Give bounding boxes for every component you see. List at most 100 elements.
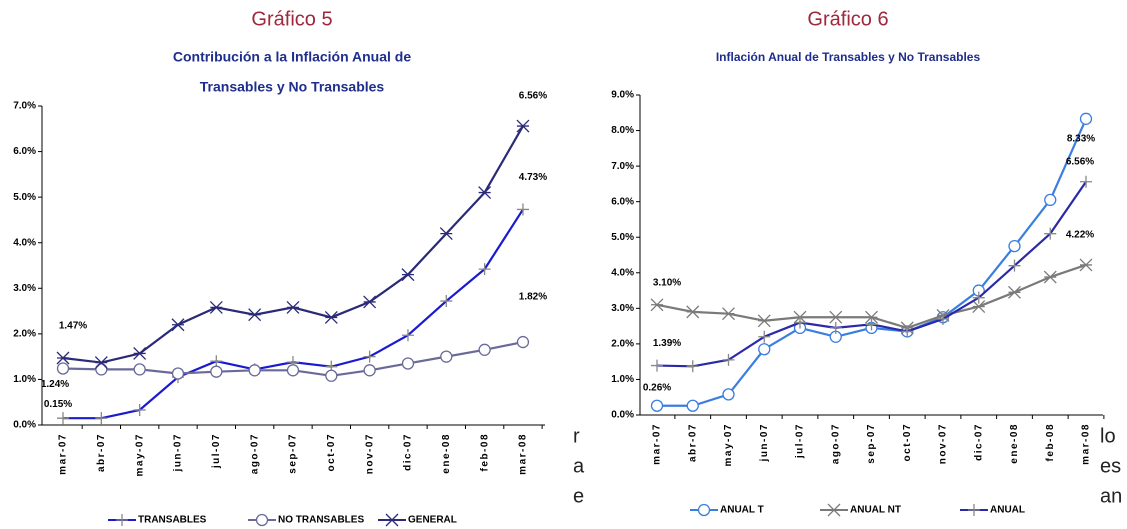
x-tick-label: feb-08 — [479, 433, 490, 471]
x-tick-label: jul-07 — [211, 433, 222, 469]
marker — [401, 357, 415, 370]
x-tick-label: mar-07 — [652, 423, 663, 465]
marker — [209, 300, 223, 314]
body-text-fragment: r — [573, 425, 580, 447]
chart-title: Transables y No Transables — [200, 79, 385, 95]
marker — [324, 310, 338, 324]
x-tick-label: oct-07 — [326, 433, 337, 471]
chart-title: Inflación Anual de Transables y No Trans… — [716, 50, 981, 64]
marker — [133, 403, 146, 416]
marker — [1008, 239, 1021, 253]
x-tick-label: jun-07 — [173, 433, 184, 472]
y-tick-label: 7.0% — [13, 101, 36, 112]
legend-label: ANUAL — [990, 505, 1025, 516]
marker — [325, 369, 338, 382]
marker — [697, 503, 711, 517]
marker — [829, 321, 842, 334]
marker — [133, 363, 146, 376]
chart-heading: Gráfico 6 — [807, 8, 888, 30]
marker — [865, 318, 878, 331]
marker — [650, 399, 664, 412]
marker — [686, 399, 699, 412]
y-tick-label: 8.0% — [611, 125, 634, 136]
marker — [439, 227, 453, 241]
marker — [478, 343, 491, 356]
marker — [794, 316, 806, 329]
marker — [1008, 259, 1021, 272]
marker — [363, 295, 377, 309]
legend-label: TRANSABLES — [138, 515, 207, 526]
marker — [722, 353, 735, 366]
marker — [1080, 175, 1092, 188]
x-tick-label: ago-07 — [249, 433, 260, 474]
x-tick-label: abr-07 — [96, 433, 107, 472]
line — [62, 125, 524, 364]
marker — [248, 364, 261, 377]
data-label: 3.10% — [653, 277, 681, 288]
chart-heading: Gráfico 5 — [251, 8, 332, 30]
marker — [865, 310, 878, 324]
marker — [286, 300, 300, 314]
x-tick-label: feb-08 — [1045, 423, 1056, 461]
marker — [1079, 112, 1093, 125]
marker — [972, 291, 985, 304]
y-tick-label: 4.0% — [13, 237, 36, 248]
chart-background — [590, 0, 1098, 529]
marker — [968, 504, 980, 516]
marker — [1079, 258, 1093, 272]
marker — [1008, 285, 1021, 299]
x-tick-label: mar-08 — [1081, 423, 1092, 465]
y-tick-label: 4.0% — [611, 267, 634, 278]
marker — [686, 305, 700, 319]
marker — [210, 355, 223, 368]
data-label: 6.56% — [519, 91, 547, 102]
marker — [901, 325, 914, 338]
marker — [757, 314, 771, 328]
body-text-fragment: a — [573, 455, 585, 477]
y-tick-label: 0.0% — [611, 410, 634, 421]
body-text-fragment: es — [1100, 455, 1121, 477]
marker — [478, 186, 492, 200]
data-label: 1.39% — [653, 338, 681, 349]
data-label: 4.22% — [1066, 230, 1094, 241]
legend-label: NO TRANSABLES — [278, 515, 364, 526]
x-tick-label: ene-08 — [1009, 423, 1020, 464]
marker — [286, 364, 300, 377]
marker — [516, 335, 530, 349]
marker — [1043, 270, 1057, 284]
y-tick-label: 3.0% — [13, 283, 36, 294]
x-tick-label: ene-08 — [441, 433, 452, 474]
data-label: 0.15% — [44, 399, 72, 410]
y-tick-label: 1.0% — [611, 374, 634, 385]
marker — [478, 263, 491, 276]
marker — [937, 313, 949, 325]
y-tick-label: 1.0% — [13, 374, 36, 385]
y-tick-label: 7.0% — [611, 161, 634, 172]
legend-label: ANUAL NT — [850, 505, 901, 516]
x-tick-label: jul-07 — [795, 423, 806, 459]
marker — [516, 119, 530, 133]
marker — [116, 514, 128, 526]
marker — [401, 268, 415, 282]
body-text-fragment: an — [1100, 485, 1122, 507]
data-label: 0.26% — [643, 382, 671, 393]
marker — [1044, 227, 1057, 240]
marker — [255, 513, 269, 527]
data-label: 1.24% — [41, 379, 69, 390]
marker — [972, 300, 986, 314]
marker — [440, 350, 453, 363]
x-tick-label: mar-08 — [518, 433, 529, 475]
marker — [385, 513, 399, 527]
data-label: 8.33% — [1067, 133, 1095, 144]
marker — [133, 346, 147, 360]
marker — [651, 359, 663, 372]
x-tick-label: mar-07 — [58, 433, 69, 475]
marker — [829, 310, 843, 324]
chart-title: Contribución a la Inflación Anual de — [173, 49, 411, 65]
marker — [758, 343, 771, 356]
marker — [827, 503, 841, 517]
x-tick-label: sep-07 — [866, 423, 877, 464]
body-text-fragment: e — [573, 485, 584, 507]
marker — [1044, 193, 1057, 207]
x-tick-label: jun-07 — [759, 423, 770, 462]
